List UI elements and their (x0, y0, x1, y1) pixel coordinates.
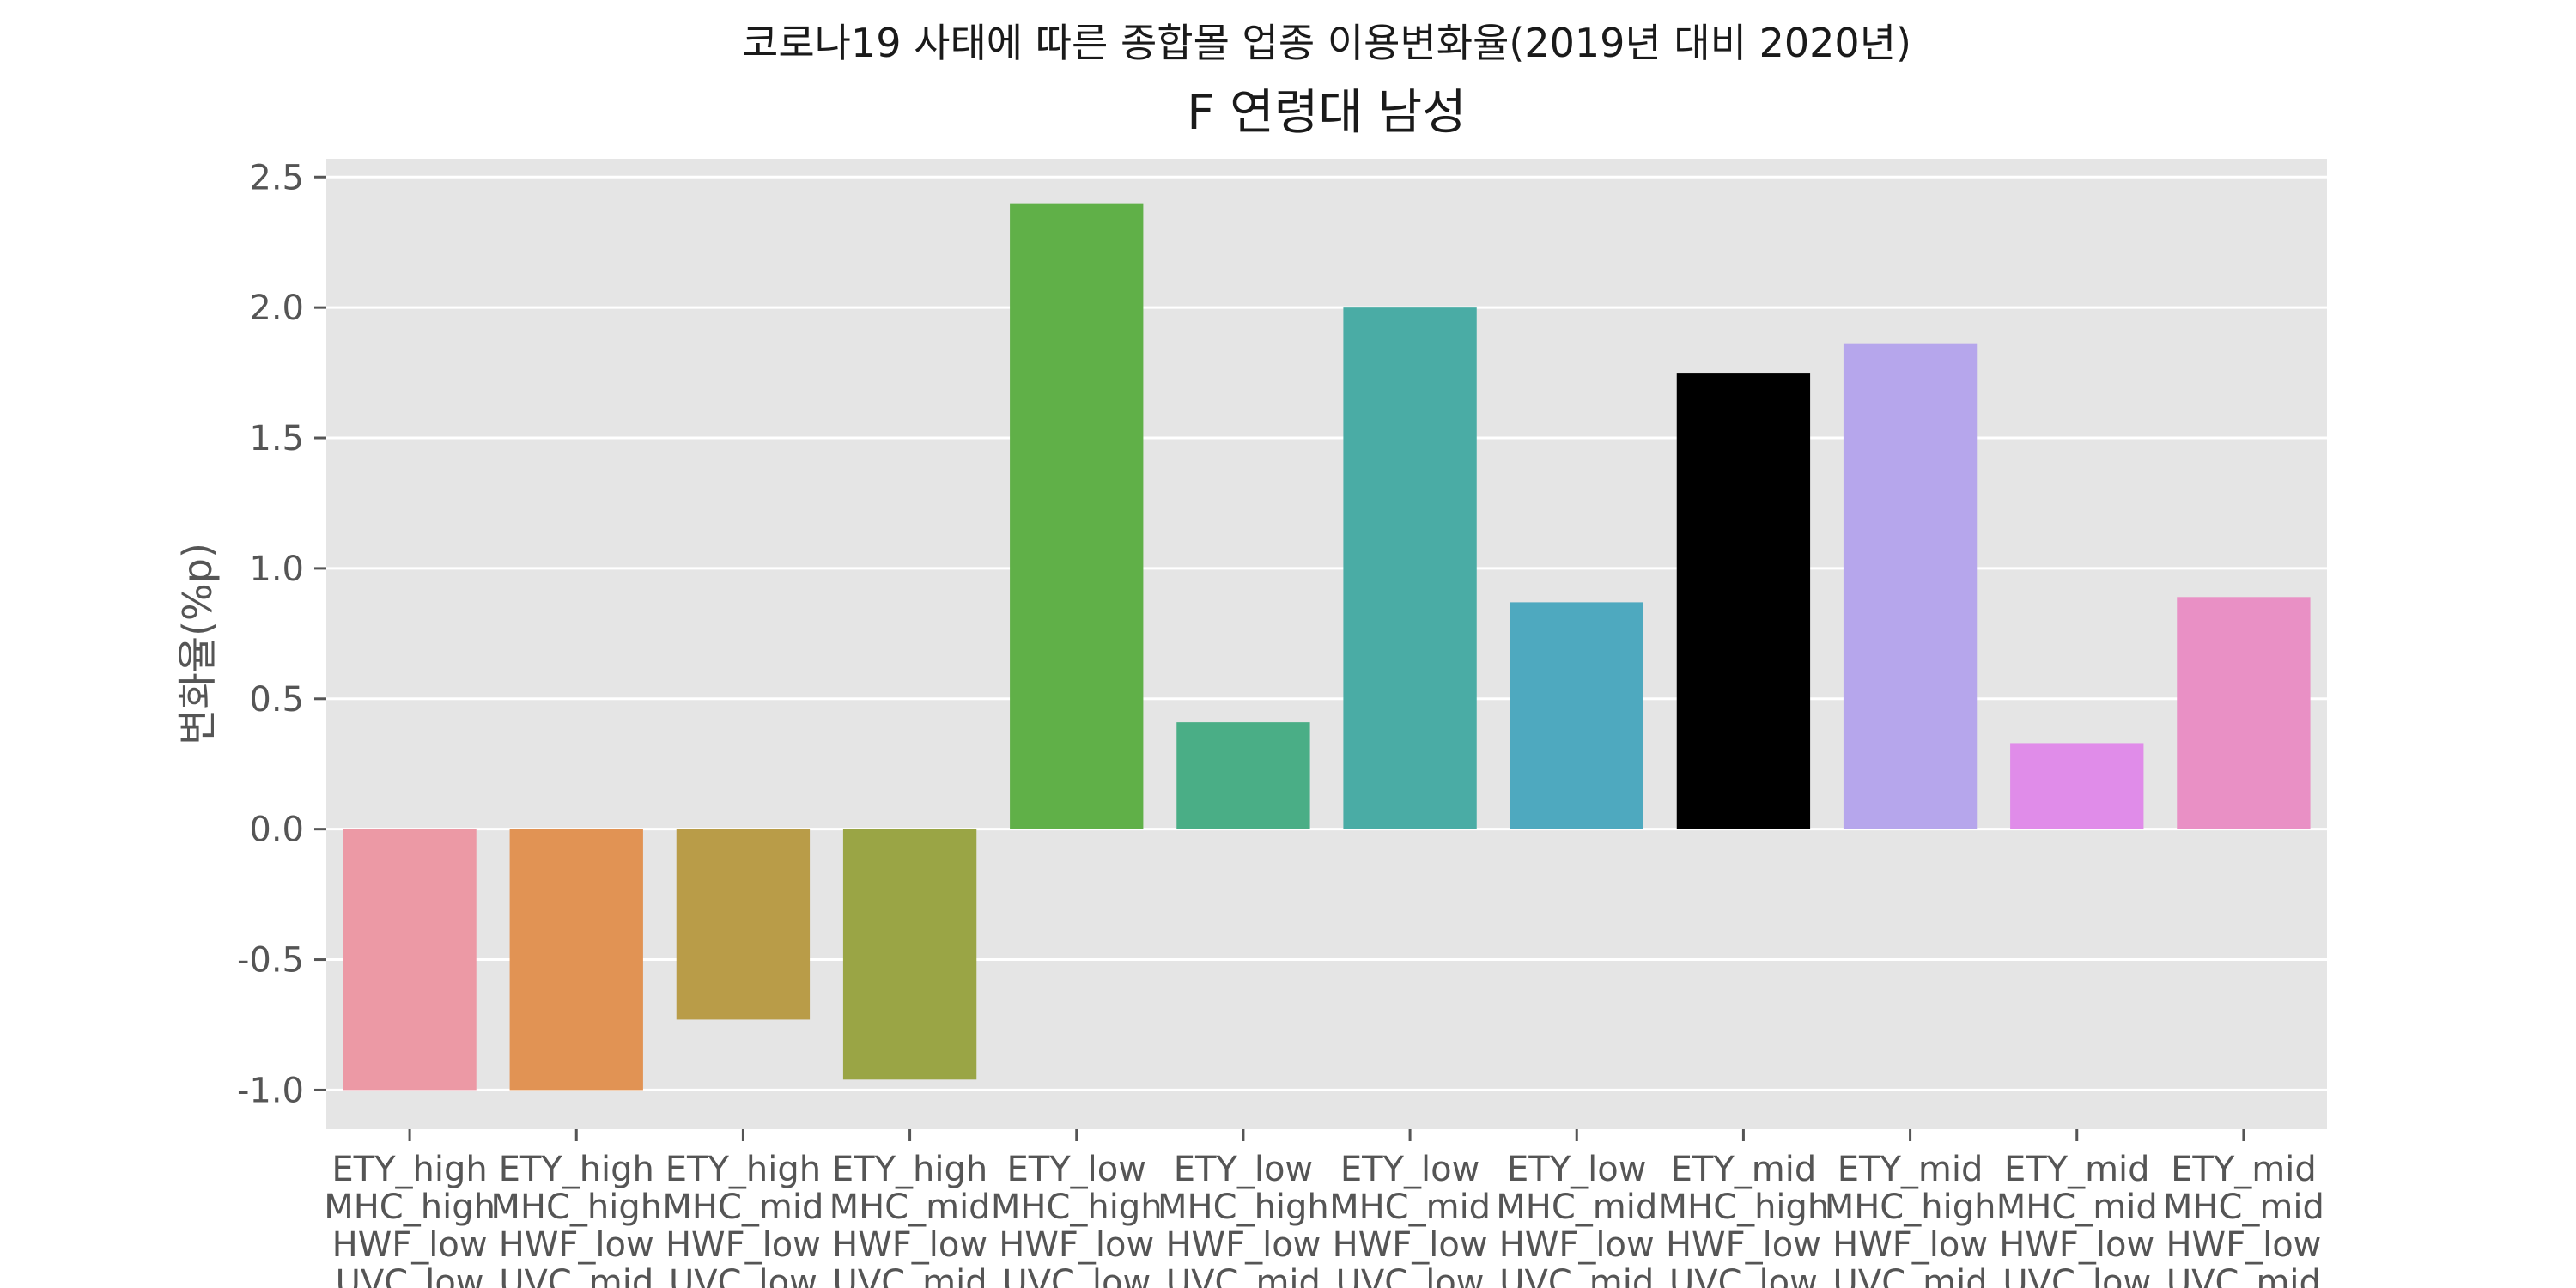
bar (1176, 722, 1310, 829)
bar (1843, 343, 1978, 829)
x-tick-label: ETY_high MHC_mid HWF_low UVC_low (662, 1150, 823, 1288)
x-tick-label: ETY_low MHC_mid HWF_low UVC_mid (1496, 1150, 1657, 1288)
y-tick-label: 0.0 (249, 811, 304, 850)
y-axis: -1.0 -0.5 0.0 0.5 1.0 1.5 2.0 2.5 (237, 158, 326, 1110)
bar (842, 829, 977, 1080)
y-tick-label: -1.0 (237, 1071, 304, 1110)
x-tick-label: ETY_mid MHC_mid HWF_low UVC_mid (2163, 1150, 2324, 1288)
bar (676, 829, 811, 1020)
y-tick-label: -0.5 (237, 941, 304, 981)
x-tick-label: ETY_high MHC_high HWF_low UVC_mid (490, 1150, 662, 1288)
x-tick-label: ETY_mid MHC_mid HWF_low UVC_low (1996, 1150, 2158, 1288)
x-tick-label: ETY_low MHC_high HWF_low UVC_mid (1157, 1150, 1329, 1288)
y-tick-label: 1.5 (249, 419, 304, 459)
x-tick-label: ETY_low MHC_high HWF_low UVC_low (991, 1150, 1163, 1288)
grid-lines (326, 175, 2327, 1091)
chart-suptitle: 코로나19 사태에 따른 종합몰 업종 이용변화율(2019년 대비 2020년… (742, 20, 1911, 66)
y-tick-label: 1.0 (249, 550, 304, 589)
chart-title: F 연령대 남성 (1187, 85, 1466, 141)
y-tick-label: 2.0 (249, 289, 304, 328)
x-tick-label: ETY_high MHC_high HWF_low UVC_low (324, 1150, 495, 1288)
bar (2177, 597, 2311, 829)
bar (2010, 743, 2144, 829)
x-tick-label: ETY_mid MHC_high HWF_low UVC_low (1658, 1150, 1830, 1288)
bar (1010, 203, 1144, 829)
bar (1343, 307, 1477, 829)
x-tick-label: ETY_mid MHC_high HWF_low UVC_mid (1825, 1150, 1996, 1288)
y-axis-label: 변화율(%p) (174, 543, 221, 745)
x-tick-label: ETY_high MHC_mid HWF_low UVC_mid (829, 1150, 991, 1288)
y-tick-label: 2.5 (249, 158, 304, 197)
bars (343, 203, 2311, 1091)
bar (1510, 602, 1643, 829)
bar (509, 829, 643, 1091)
plot-area (326, 159, 2327, 1129)
y-tick-label: 0.5 (249, 680, 304, 720)
bar (1676, 373, 1811, 829)
bar (343, 829, 477, 1091)
x-tick-label: ETY_low MHC_mid HWF_low UVC_low (1329, 1150, 1491, 1288)
